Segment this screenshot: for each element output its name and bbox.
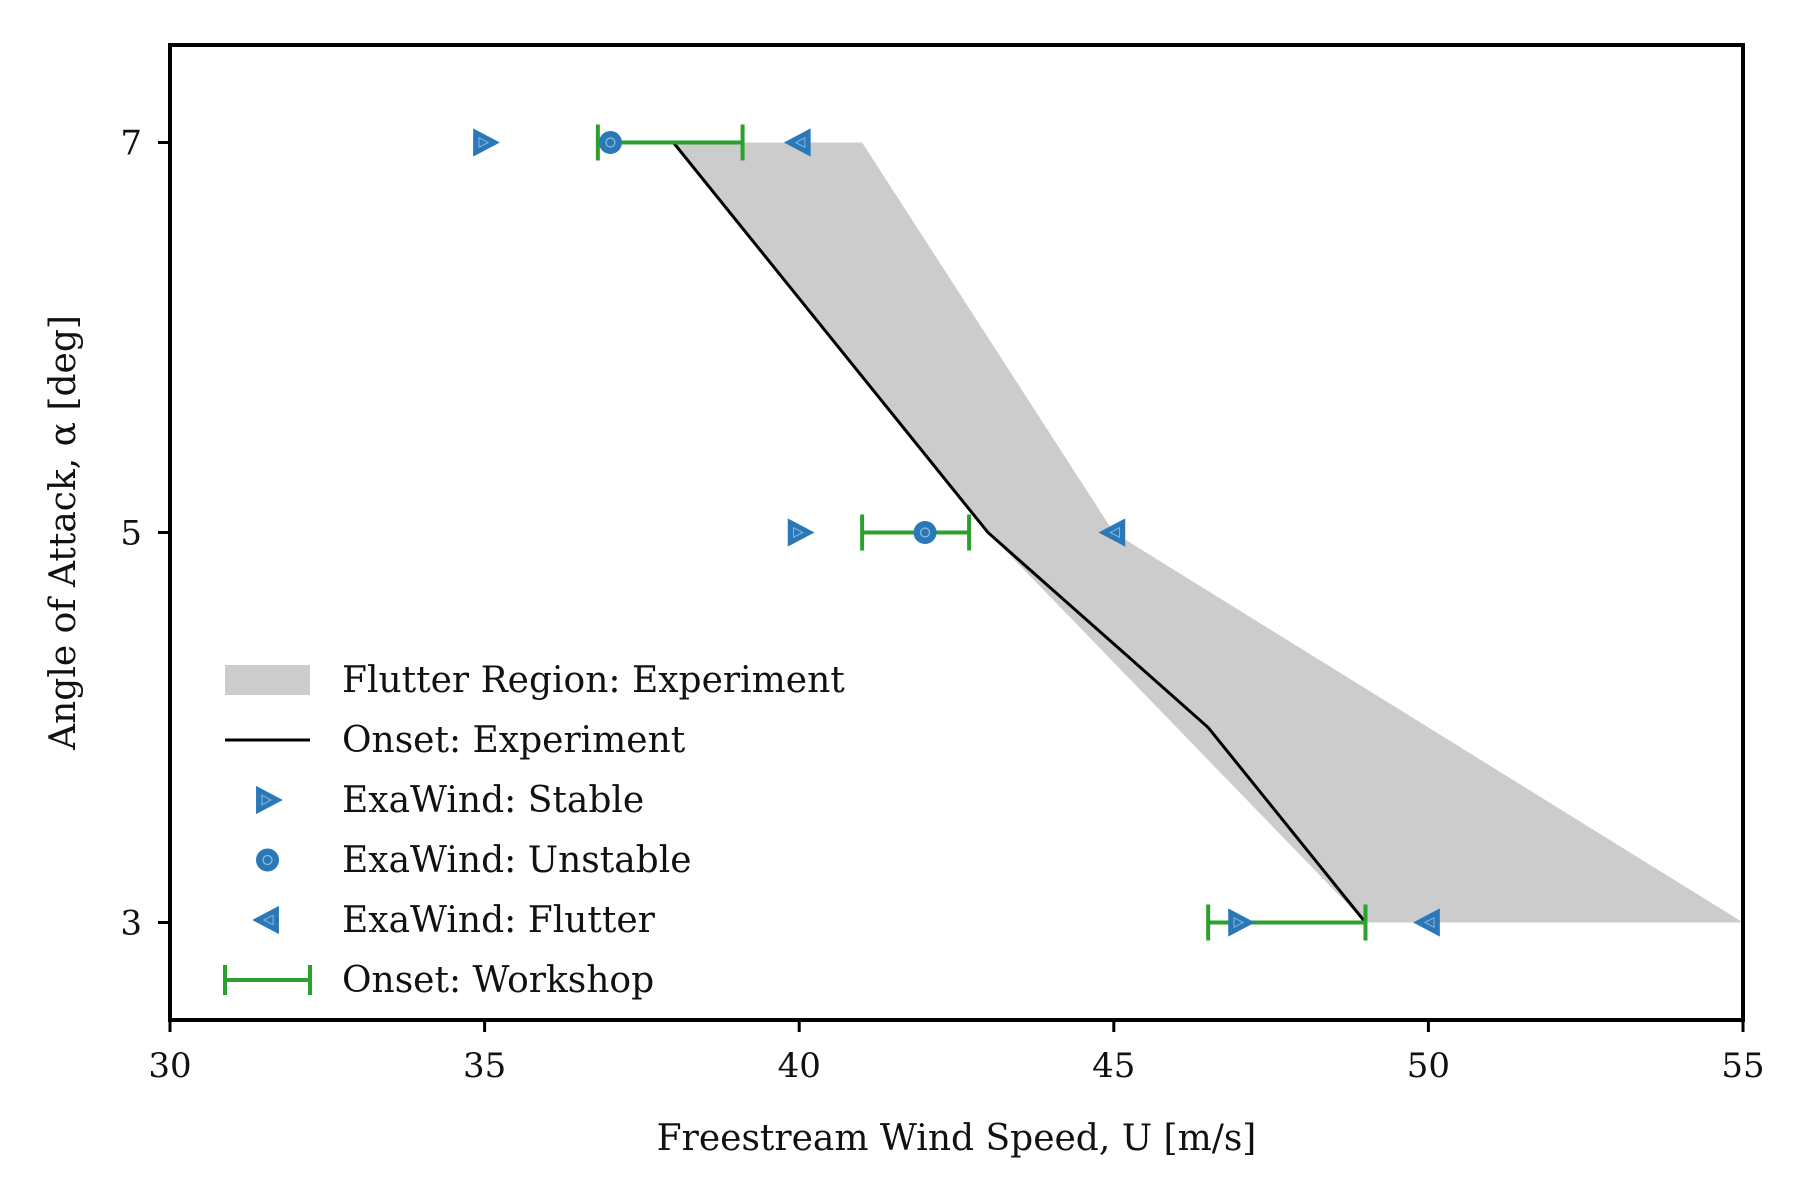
legend-label: Onset: Experiment <box>342 720 686 761</box>
legend-swatch-unstable-inner <box>262 854 273 866</box>
legend-swatch-flutter <box>252 905 279 935</box>
unstable-point-inner <box>605 137 616 148</box>
stable-point-shape <box>1228 908 1255 937</box>
stable-point-shape <box>787 518 815 547</box>
legend-label: ExaWind: Flutter <box>342 900 656 941</box>
flutter-point-shape <box>1413 908 1440 937</box>
flutter-region-area <box>673 142 1743 923</box>
stable-point-inner <box>478 136 490 149</box>
legend-swatch-region <box>225 665 310 695</box>
x-tick-label: 30 <box>148 1046 191 1086</box>
legend-label: Flutter Region: Experiment <box>342 660 845 701</box>
legend: Flutter Region: Experiment Onset: Experim… <box>223 660 845 1001</box>
unstable-point <box>913 521 937 544</box>
data-layer <box>473 124 1743 941</box>
y-tick-label: 7 <box>120 124 142 164</box>
x-tick-label: 35 <box>463 1046 506 1086</box>
flutter-point-inner <box>794 136 806 149</box>
legend-swatch-flutter-shape <box>252 905 279 935</box>
workshop-errorbar <box>595 124 745 161</box>
flutter-point-shape <box>1098 518 1126 547</box>
stable-point-inner <box>1233 916 1245 929</box>
unstable-point <box>598 131 622 154</box>
legend-swatch-flutter-inner <box>262 914 274 926</box>
y-tick-label: 3 <box>120 904 142 944</box>
stable-point <box>787 518 815 547</box>
legend-label: ExaWind: Unstable <box>342 840 692 881</box>
flutter-point <box>1413 908 1440 937</box>
y-axis-label: Angle of Attack, α [deg] <box>43 315 84 751</box>
unstable-point-inner <box>919 527 931 538</box>
x-axis-label: Freestream Wind Speed, U [m/s] <box>657 1118 1257 1159</box>
legend-swatch-unstable-outer <box>256 848 279 872</box>
legend-swatch-stable-shape <box>256 785 283 815</box>
onset-experiment-line <box>672 141 1367 924</box>
stable-point <box>473 128 500 157</box>
flutter-point <box>1098 518 1126 547</box>
legend-swatch-stable-inner <box>261 794 273 806</box>
legend-item-stable: ExaWind: Stable <box>256 780 644 821</box>
legend-swatch-unstable <box>256 848 279 872</box>
legend-label: Onset: Workshop <box>342 960 654 1001</box>
legend-label: ExaWind: Stable <box>342 780 644 821</box>
x-tick-label: 50 <box>1407 1046 1450 1086</box>
flutter-point-shape <box>783 128 811 157</box>
x-tick-label: 45 <box>1092 1046 1135 1086</box>
stable-point-inner <box>793 526 804 539</box>
legend-swatch-stable <box>256 785 283 815</box>
flutter-point-inner <box>1109 526 1120 539</box>
legend-item-workshop: Onset: Workshop <box>223 960 654 1001</box>
legend-item-onset-experiment: Onset: Experiment <box>225 720 686 761</box>
stable-point-shape <box>473 128 500 157</box>
y-tick-label: 5 <box>120 514 142 554</box>
legend-item-flutter: ExaWind: Flutter <box>252 900 656 941</box>
unstable-point-outer <box>913 521 937 544</box>
flutter-point-inner <box>1423 916 1435 929</box>
unstable-point-outer <box>598 131 622 154</box>
legend-item-unstable: ExaWind: Unstable <box>256 840 692 881</box>
x-tick-label: 40 <box>778 1046 821 1086</box>
stable-point <box>1228 908 1255 937</box>
flutter-point <box>783 128 811 157</box>
x-tick-label: 55 <box>1721 1046 1764 1086</box>
legend-item-flutter-region: Flutter Region: Experiment <box>225 660 845 701</box>
